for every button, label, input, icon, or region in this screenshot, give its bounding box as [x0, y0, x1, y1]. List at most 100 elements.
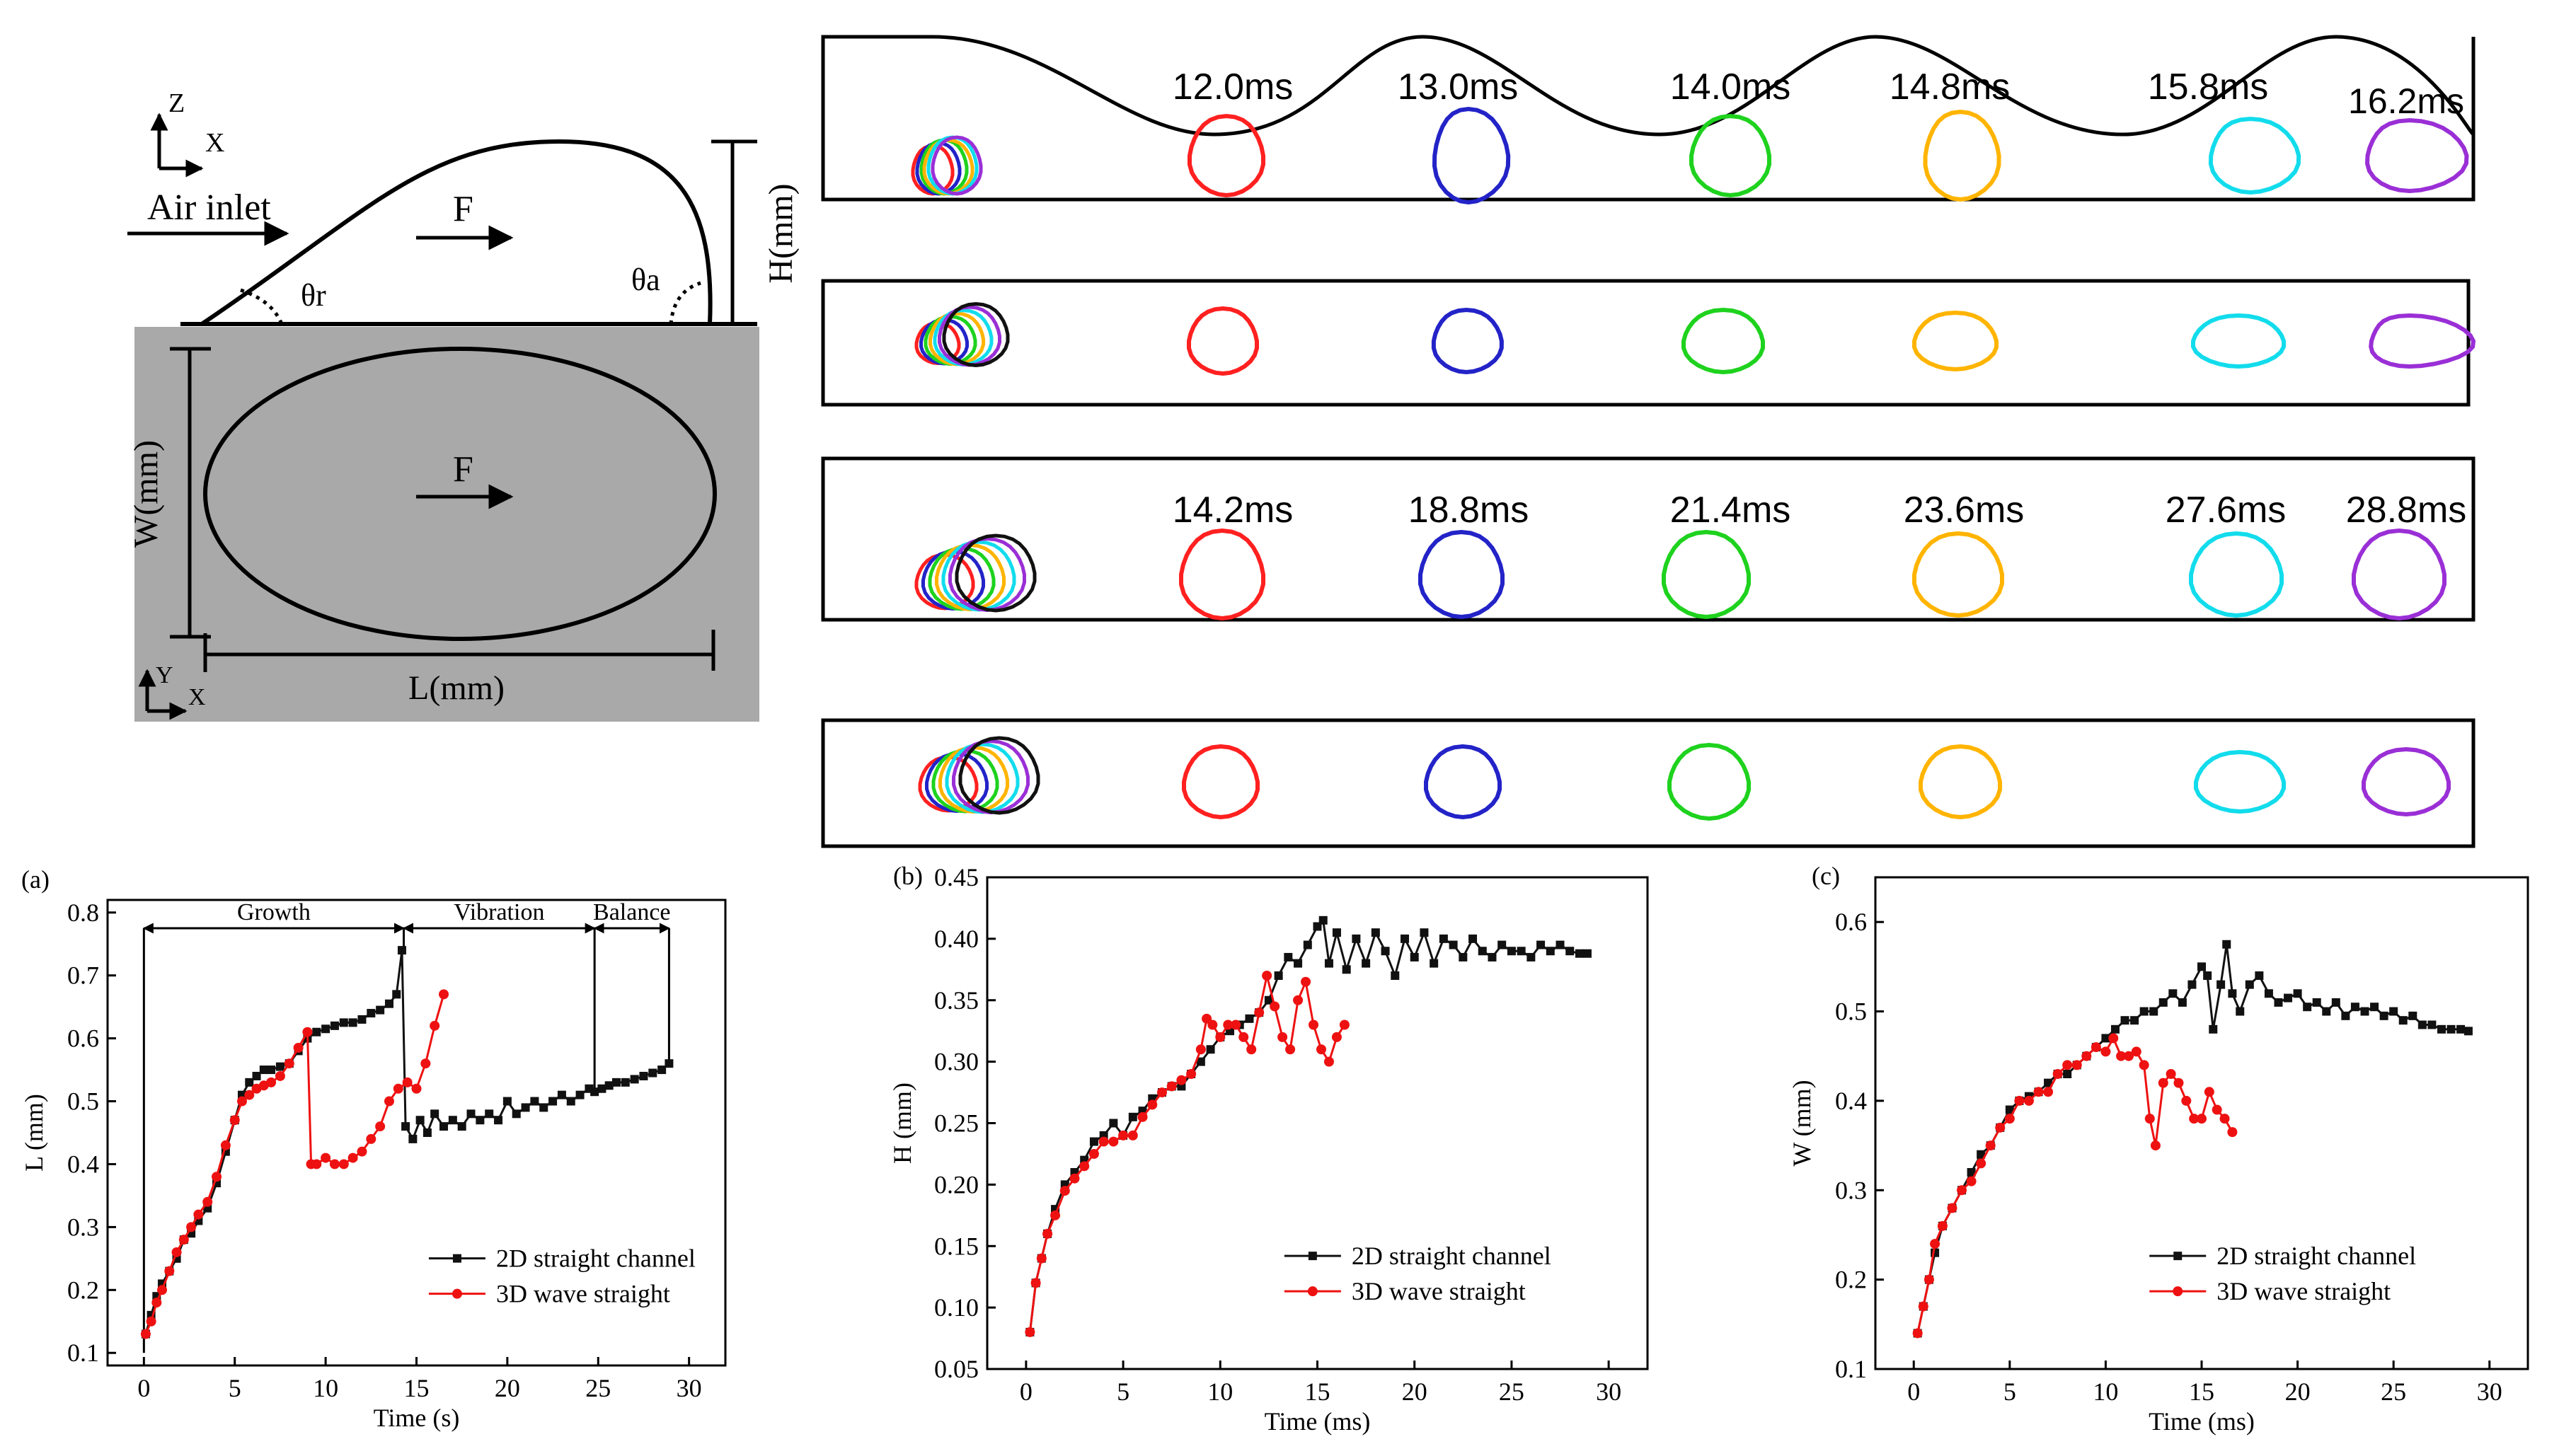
initial-droplet-contour: [952, 739, 1030, 815]
data-point-3d: [2081, 1051, 2092, 1061]
x-tick-label: 20: [2285, 1377, 2311, 1406]
y-tick-label: 0.2: [67, 1276, 99, 1304]
droplet-contour-6: [2352, 528, 2446, 621]
time-label-r1-5: 15.8ms: [2148, 67, 2269, 108]
data-point-3d: [2052, 1069, 2063, 1079]
data-point-2d: [2331, 998, 2340, 1007]
data-point-2d: [1575, 949, 1584, 958]
data-point-2d: [2389, 1007, 2398, 1016]
axis-indicator-yx: Y X: [138, 662, 206, 720]
y-tick-label: 0.25: [934, 1109, 979, 1138]
data-point-2d: [1128, 1112, 1137, 1121]
data-point-2d: [557, 1090, 566, 1099]
y-axis-label: H (mm): [888, 1082, 916, 1164]
data-point-3d: [2100, 1046, 2111, 1057]
legend-label-2: 3D wave straight: [1352, 1277, 1526, 1305]
data-point-3d: [229, 1115, 240, 1126]
data-point-2d: [604, 1081, 614, 1090]
droplet-contour-3: [1662, 529, 1751, 620]
data-point-3d: [2043, 1087, 2054, 1097]
data-point-2d: [2255, 971, 2264, 980]
data-point-3d: [186, 1222, 197, 1232]
legend-marker: [2173, 1286, 2183, 1297]
data-point-2d: [1546, 947, 1555, 956]
time-label-r1-4: 14.8ms: [1890, 67, 2011, 108]
data-point-2d: [2044, 1078, 2053, 1087]
y-tick-label: 0.3: [67, 1213, 99, 1241]
data-point-2d: [1430, 959, 1439, 968]
data-point-2d: [1284, 952, 1293, 961]
data-point-2d: [1324, 959, 1333, 968]
data-point-2d: [430, 1109, 439, 1119]
time-label-r3-1: 14.2ms: [1173, 490, 1294, 531]
force-label-side: F: [453, 189, 473, 229]
droplet-contour-4: [1912, 531, 2004, 618]
length-label: L(mm): [408, 669, 505, 707]
data-point-2d: [2228, 989, 2237, 998]
data-point-2d: [2427, 1020, 2437, 1029]
data-point-2d: [566, 1097, 575, 1106]
data-point-3d: [140, 1329, 151, 1339]
data-point-2d: [401, 1122, 410, 1131]
y-tick-label: 0.6: [1835, 908, 1867, 936]
data-point-2d: [1391, 971, 1400, 980]
droplet-contour-2: [1432, 106, 1511, 205]
data-point-2d: [1089, 1137, 1098, 1146]
axis-x-label-bottom: X: [188, 684, 206, 710]
data-point-3d: [311, 1159, 322, 1169]
data-point-3d: [266, 1077, 277, 1087]
data-point-2d: [1977, 1150, 1986, 1159]
droplet-schematic: Z X Air inlet F θr θa H(mm) F W(mm) L(mm…: [127, 88, 800, 722]
data-point-2d: [2360, 1007, 2369, 1016]
initial-droplet-contour: [942, 301, 1010, 368]
data-point-3d: [1195, 1044, 1206, 1055]
data-point-3d: [2150, 1140, 2161, 1151]
data-point-2d: [2312, 998, 2321, 1007]
data-point-3d: [2227, 1127, 2238, 1138]
data-point-3d: [1331, 1032, 1342, 1042]
data-point-2d: [1303, 940, 1312, 949]
data-point-3d: [1995, 1122, 2006, 1133]
data-point-3d: [1957, 1185, 1967, 1196]
data-point-2d: [1449, 940, 1458, 949]
x-tick-label: 15: [404, 1374, 430, 1402]
initial-droplet-contour: [941, 540, 1016, 612]
data-point-3d: [439, 989, 449, 1000]
data-point-2d: [2322, 1007, 2331, 1016]
data-point-2d: [2408, 1011, 2417, 1020]
x-tick-label: 0: [1907, 1377, 1920, 1406]
data-point-2d: [252, 1071, 261, 1080]
stage-label-balance: Balance: [593, 899, 671, 925]
data-point-3d: [347, 1153, 358, 1163]
series-line-2: [1028, 975, 1346, 1333]
droplet-contour-3: [1689, 113, 1771, 198]
data-point-2d: [476, 1116, 485, 1125]
data-point-2d: [530, 1097, 539, 1106]
x-axis-label: Time (ms): [1265, 1407, 1371, 1436]
droplet-footprint: [203, 347, 717, 641]
data-point-2d: [348, 1018, 357, 1027]
y-tick-label: 0.30: [934, 1048, 979, 1076]
data-point-2d: [1439, 934, 1448, 943]
air-inlet-label: Air inlet: [147, 187, 271, 228]
data-point-3d: [375, 1121, 386, 1132]
data-point-2d: [2063, 1070, 2072, 1078]
data-point-2d: [548, 1097, 558, 1106]
y-tick-label: 0.3: [1835, 1176, 1867, 1204]
data-point-2d: [1206, 1045, 1215, 1054]
axis-z-label: Z: [168, 88, 185, 118]
data-point-3d: [1947, 1203, 1957, 1213]
data-point-3d: [1050, 1210, 1061, 1220]
data-point-2d: [494, 1116, 503, 1125]
data-point-2d: [1526, 952, 1536, 961]
x-tick-label: 10: [1207, 1377, 1233, 1406]
droplet-contour-6: [2364, 117, 2469, 194]
force-label-top: F: [453, 449, 473, 490]
y-tick-label: 0.6: [67, 1024, 99, 1053]
data-point-3d: [357, 1146, 367, 1157]
data-point-3d: [1042, 1228, 1053, 1239]
x-axis-label: Time (ms): [2149, 1407, 2255, 1436]
data-point-3d: [1127, 1130, 1138, 1140]
data-point-2d: [597, 1084, 606, 1093]
